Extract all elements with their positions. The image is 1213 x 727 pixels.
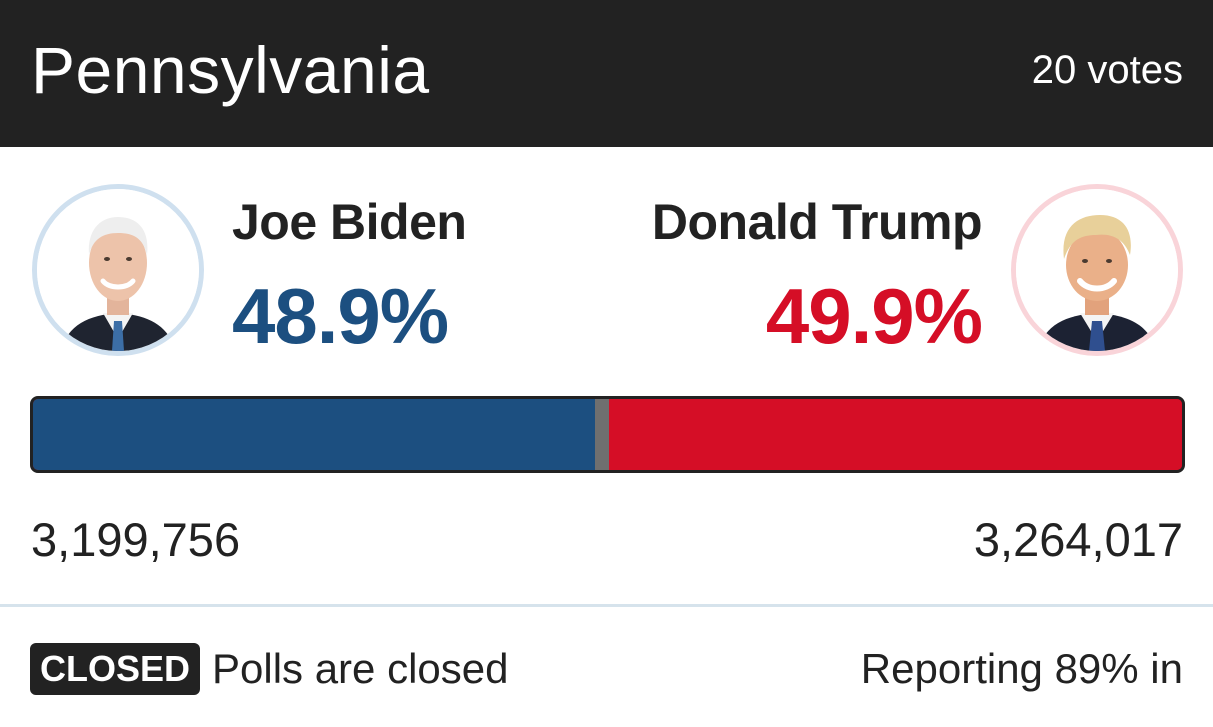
vote-share-bar-biden: [33, 399, 595, 470]
polls-status: Polls are closed: [212, 645, 509, 692]
electoral-votes: 20 votes: [1031, 48, 1183, 92]
state-header: Pennsylvania 20 votes: [0, 0, 1213, 147]
candidate-name-trump: Donald Trump: [651, 194, 983, 250]
vote-share-bar-other: [594, 399, 609, 470]
person-portrait-icon: [1016, 189, 1178, 351]
vote-share-bar-trump: [608, 399, 1182, 470]
candidate-percent-biden: 48.9%: [232, 272, 449, 360]
candidate-photo-trump: [1011, 184, 1183, 356]
vote-count-biden: 3,199,756: [31, 513, 241, 566]
vote-share-bar: [30, 396, 1185, 473]
candidate-name-biden: Joe Biden: [232, 194, 467, 250]
person-portrait-icon: [37, 189, 199, 351]
divider: [0, 604, 1213, 607]
candidate-percent-trump: 49.9%: [765, 272, 983, 360]
vote-count-trump: 3,264,017: [973, 513, 1183, 566]
state-name: Pennsylvania: [31, 33, 430, 107]
status-badge: CLOSED: [30, 643, 201, 695]
candidate-photo-biden: [32, 184, 204, 356]
reporting-status: Reporting 89% in: [860, 645, 1183, 692]
